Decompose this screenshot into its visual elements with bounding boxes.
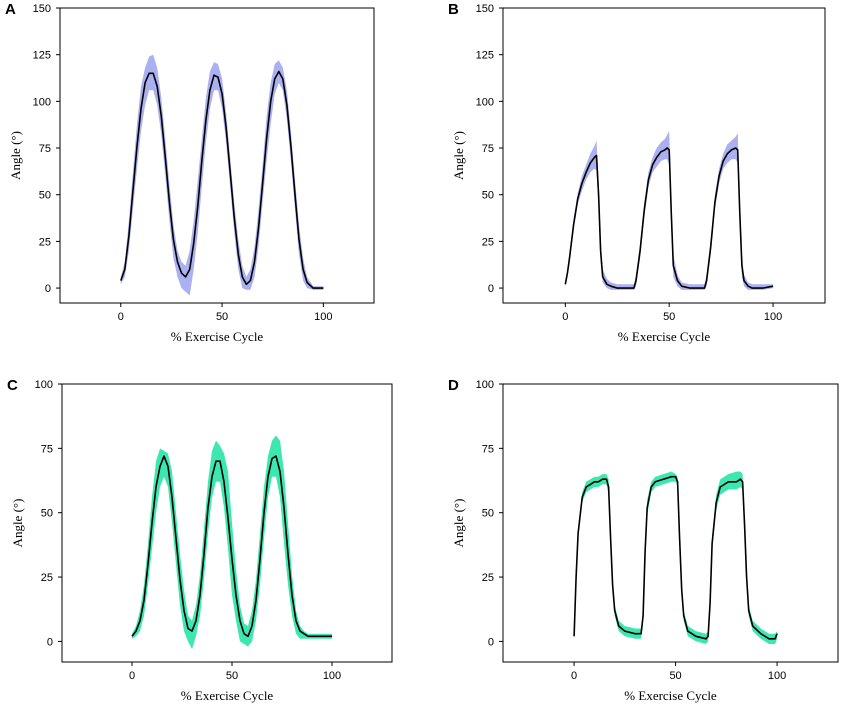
plot-frame (59, 7, 375, 304)
plot-frame (61, 383, 393, 663)
panel-letter: B (448, 1, 459, 18)
plot-frame (502, 383, 839, 663)
mean-line (564, 147, 774, 289)
y-tick-label: 0 (488, 283, 494, 295)
y-tick-label: 100 (35, 379, 53, 391)
x-tick-label: 50 (226, 670, 238, 682)
y-tick-label: 0 (45, 283, 51, 295)
x-tick-label: 50 (216, 311, 228, 323)
x-tick-label: 0 (129, 670, 135, 682)
y-tick-label: 100 (476, 96, 494, 108)
y-tick-label: 0 (47, 636, 53, 648)
y-tick-label: 25 (482, 572, 494, 584)
y-tick-label: 25 (39, 236, 51, 248)
x-axis-title: % Exercise Cycle (181, 688, 274, 703)
y-tick-label: 50 (482, 190, 494, 202)
y-tick-label: 50 (39, 190, 51, 202)
y-tick-label: 150 (476, 3, 494, 15)
y-tick-label: 25 (482, 236, 494, 248)
panel-letter: C (7, 377, 18, 394)
x-tick-label: 100 (768, 670, 786, 682)
y-tick-label: 75 (41, 443, 53, 455)
y-tick-label: 50 (482, 508, 494, 520)
y-axis-title: Angle (°) (451, 499, 466, 548)
y-tick-label: 100 (33, 96, 51, 108)
x-tick-label: 0 (562, 311, 568, 323)
y-axis-title: Angle (°) (8, 131, 23, 180)
y-tick-label: 100 (476, 379, 494, 391)
panel-letter: A (5, 1, 16, 18)
y-tick-label: 50 (41, 508, 53, 520)
y-tick-label: 150 (33, 3, 51, 15)
y-tick-label: 75 (482, 443, 494, 455)
variability-band (132, 435, 332, 650)
y-tick-label: 0 (488, 636, 494, 648)
x-tick-label: 100 (323, 670, 341, 682)
x-tick-label: 0 (571, 670, 577, 682)
chart-panel-b: 0 25 50 75 100 125 150 0 50 100 % Exercise Cycle An… (448, 1, 826, 344)
x-tick-label: 100 (314, 311, 332, 323)
y-axis-title: Angle (°) (451, 131, 466, 180)
y-tick-label: 75 (39, 143, 51, 155)
x-tick-label: 100 (764, 311, 782, 323)
chart-panel-c: 0 25 50 75 100 0 50 100 % Exercise Cycle Angle (°… (7, 377, 393, 703)
plot-frame (502, 7, 826, 304)
variability-band (120, 54, 324, 296)
y-tick-label: 125 (33, 50, 51, 62)
variability-band (574, 471, 778, 644)
y-tick-label: 75 (482, 143, 494, 155)
y-tick-label: 125 (476, 50, 494, 62)
mean-line (131, 455, 332, 638)
x-axis-title: % Exercise Cycle (618, 329, 711, 344)
x-tick-label: 50 (663, 311, 675, 323)
x-axis-title: % Exercise Cycle (171, 329, 264, 344)
x-tick-label: 0 (118, 311, 124, 323)
panel-letter: D (448, 377, 459, 394)
mean-line (120, 70, 324, 289)
y-axis-title: Angle (°) (10, 499, 25, 548)
x-axis-title: % Exercise Cycle (624, 688, 717, 703)
mean-line (573, 475, 778, 640)
chart-panel-d: 0 25 50 75 100 0 50 100 % Exercise Cycle Angle (°… (448, 377, 839, 703)
x-tick-label: 50 (669, 670, 681, 682)
y-tick-label: 25 (41, 572, 53, 584)
chart-panel-a: 0 25 50 75 100 125 150 0 50 100 % Exercise Cycle An… (5, 1, 375, 344)
